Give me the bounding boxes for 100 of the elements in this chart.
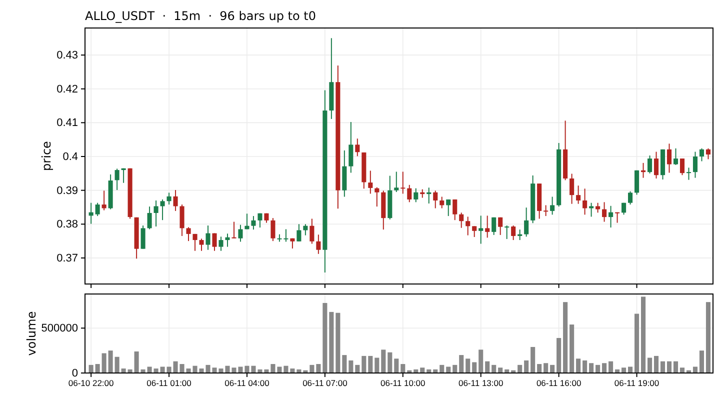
bar	[680, 368, 685, 373]
bar	[388, 352, 392, 373]
candlestick	[374, 186, 380, 208]
candlestick	[634, 170, 640, 196]
bar	[498, 368, 503, 373]
bar	[459, 355, 464, 373]
candlestick	[199, 238, 204, 252]
bar	[556, 338, 562, 373]
bar	[492, 364, 496, 373]
bar	[114, 356, 120, 373]
bar	[270, 364, 276, 373]
bar	[95, 364, 100, 373]
candlestick	[316, 234, 321, 254]
bar	[102, 353, 106, 373]
candlestick	[706, 148, 711, 160]
candlestick	[348, 122, 354, 174]
candlestick	[699, 148, 704, 162]
candlestick	[303, 224, 308, 236]
bar	[466, 358, 470, 373]
candlestick	[238, 224, 243, 242]
candlestick	[147, 206, 152, 230]
bar	[660, 361, 666, 373]
candlestick	[225, 233, 230, 248]
bar	[348, 360, 354, 373]
candlestick	[355, 138, 360, 157]
y-tick-label: 0	[72, 368, 78, 380]
candlestick	[654, 151, 659, 179]
candlestick	[140, 224, 146, 250]
candlestick	[452, 198, 458, 221]
bar	[108, 350, 113, 373]
candlestick	[596, 202, 600, 214]
x-tick-label: 06-11 10:00	[380, 378, 426, 388]
candlestick	[414, 188, 418, 203]
bar	[608, 361, 614, 373]
bar	[277, 366, 282, 373]
bar	[440, 364, 444, 373]
bar	[394, 358, 399, 373]
candlestick	[511, 224, 516, 241]
bar	[524, 360, 529, 373]
bar	[640, 296, 646, 373]
bar	[342, 355, 347, 373]
candlestick	[192, 233, 198, 252]
candlestick	[628, 190, 633, 206]
candlestick	[692, 151, 698, 178]
candlestick	[440, 196, 444, 209]
candlestick	[504, 224, 510, 240]
bar	[628, 366, 633, 373]
candlestick	[466, 216, 470, 236]
bar	[576, 358, 581, 373]
candlestick	[602, 202, 607, 222]
y-tick-label: 0.39	[56, 184, 78, 197]
bar	[544, 363, 548, 373]
candlestick	[284, 228, 288, 242]
candlestick	[472, 226, 477, 238]
bar	[570, 324, 574, 373]
bar	[420, 368, 425, 373]
candlestick	[310, 218, 314, 244]
candlestick	[485, 215, 490, 238]
bar	[582, 360, 588, 373]
x-tick-label: 06-11 07:00	[302, 378, 348, 388]
bar	[316, 364, 321, 373]
bar	[485, 361, 490, 373]
candlestick	[582, 188, 588, 216]
y-axis-title: volume	[24, 311, 38, 356]
candlestick	[673, 148, 678, 166]
bar	[563, 302, 568, 373]
candlestick	[173, 189, 178, 212]
bar	[310, 364, 314, 373]
bar	[362, 356, 366, 373]
candlestick	[296, 224, 302, 242]
bar	[322, 302, 328, 373]
bar	[478, 350, 484, 373]
candlestick	[576, 185, 581, 204]
candlestick	[186, 226, 191, 242]
bar	[673, 361, 678, 373]
candlestick	[459, 212, 464, 228]
candlestick	[206, 224, 210, 250]
candlestick	[270, 218, 276, 242]
candlestick	[154, 200, 158, 228]
bar	[452, 364, 458, 373]
bar	[666, 361, 672, 373]
bar	[589, 363, 594, 373]
bar	[336, 312, 340, 373]
candlestick	[666, 143, 672, 174]
y-tick-label: 500000	[41, 322, 78, 335]
y-tick-label: 0.4	[62, 151, 78, 164]
bar	[602, 363, 607, 373]
bar	[368, 356, 373, 373]
y-tick-label: 0.37	[56, 252, 78, 264]
bar	[381, 350, 386, 373]
bar	[374, 358, 380, 373]
candlestick	[524, 207, 529, 238]
bar	[400, 364, 406, 373]
candlestick	[394, 171, 399, 193]
x-tick-label: 06-11 16:00	[536, 378, 582, 388]
candlestick	[160, 198, 165, 221]
bar	[88, 364, 94, 373]
candlestick	[498, 216, 503, 236]
candlestick	[433, 190, 438, 209]
bar	[355, 364, 360, 373]
